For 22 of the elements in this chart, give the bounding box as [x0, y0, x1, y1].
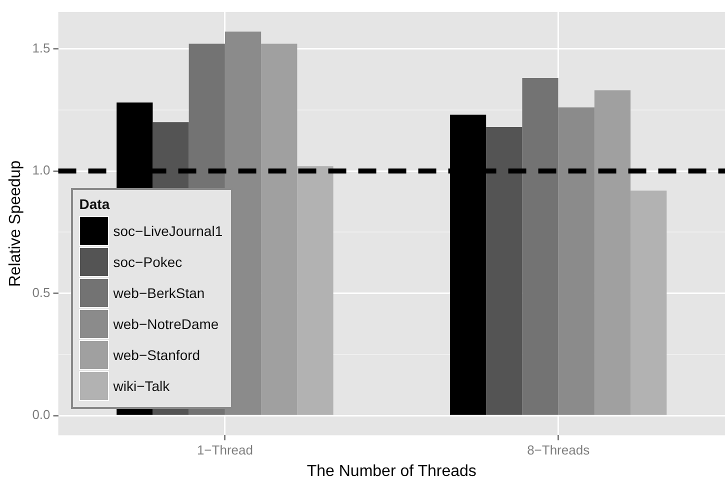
legend-label: web−NotreDame: [113, 316, 219, 332]
bar: [630, 190, 667, 415]
legend-title: Data: [79, 196, 111, 212]
y-tick-label: 1.5: [32, 40, 50, 56]
y-axis-title: Relative Speedup: [7, 160, 24, 287]
bar: [594, 90, 631, 415]
legend-label: wiki−Talk: [113, 378, 170, 394]
bar: [297, 166, 334, 415]
legend-label: soc−LiveJournal1: [113, 222, 223, 239]
y-tick-label: 0.5: [32, 284, 50, 300]
bar: [486, 126, 522, 415]
legend-label: web−BerkStan: [113, 284, 205, 301]
legend-label: soc−Pokec: [113, 254, 182, 270]
x-axis-title: The Number of Threads: [306, 462, 476, 480]
bar: [261, 44, 298, 415]
y-tick-label: 0.0: [32, 407, 50, 422]
x-tick-label: 1−Thread: [196, 442, 253, 458]
x-tick-label: 8−Threads: [527, 442, 590, 458]
legend-label: web−Stanford: [113, 346, 200, 363]
bar: [558, 107, 594, 415]
bar: [522, 78, 558, 415]
y-tick-label: 1.0: [32, 162, 50, 178]
